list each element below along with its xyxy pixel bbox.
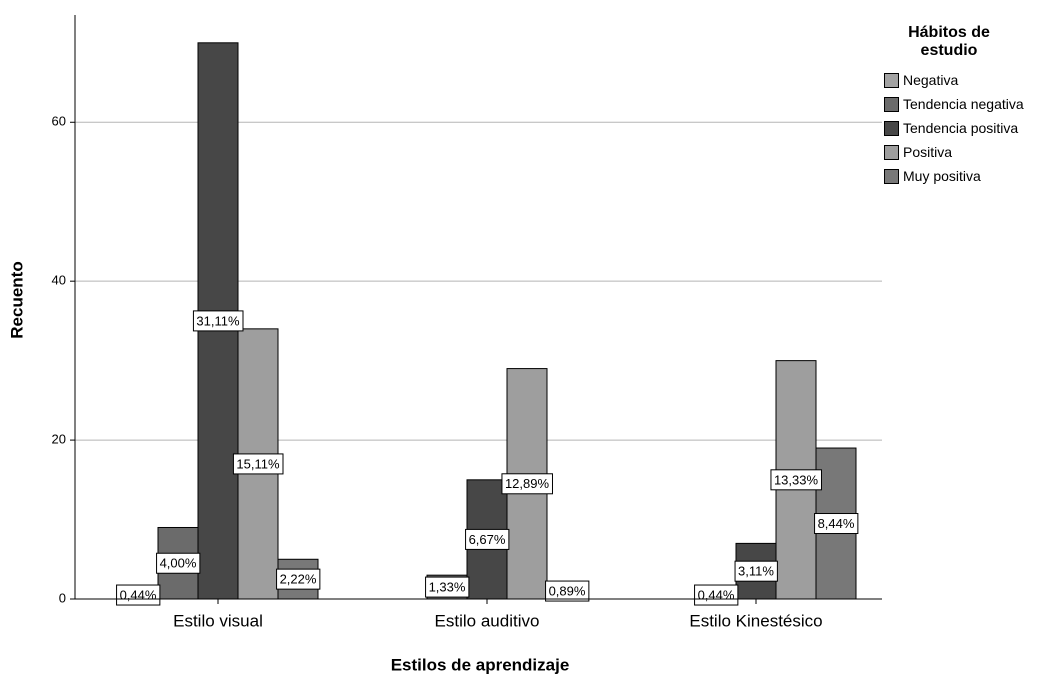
data-label: 0,44% [116, 584, 161, 606]
data-label: 12,89% [501, 473, 553, 495]
data-label-text: 3,11% [738, 564, 774, 579]
legend-item: Negativa [884, 68, 1060, 92]
data-label-box [770, 469, 822, 491]
x-tick-label: Estilo visual [173, 611, 263, 630]
data-label: 4,00% [156, 552, 201, 574]
y-tick-label: 60 [52, 114, 66, 129]
legend-label: Tendencia negativa [903, 96, 1024, 112]
data-label-box [156, 552, 201, 574]
data-label-box [425, 576, 470, 598]
x-tick-label: Estilo Kinestésico [689, 611, 822, 630]
data-label: 15,11% [232, 453, 284, 475]
legend-label: Muy positiva [903, 168, 981, 184]
legend-item: Muy positiva [884, 164, 1060, 188]
data-label-box [276, 568, 321, 590]
legend-swatch [884, 72, 899, 88]
data-label-text: 0,89% [549, 583, 586, 598]
legend-swatch [884, 96, 899, 112]
x-axis-label: Estilos de aprendizaje [391, 655, 570, 674]
data-label: 1,33% [425, 576, 470, 598]
data-label: 2,22% [276, 568, 321, 590]
data-label: 0,44% [694, 584, 739, 606]
data-label-box [694, 584, 739, 606]
legend-item: Tendencia negativa [884, 92, 1060, 116]
data-label-box [116, 584, 161, 606]
data-label-box [465, 528, 510, 550]
data-label-text: 2,22% [280, 572, 317, 587]
data-label-box [232, 453, 284, 475]
legend-label: Positiva [903, 144, 953, 160]
data-label: 8,44% [814, 513, 859, 535]
data-label-text: 0,44% [120, 587, 157, 602]
legend: Hábitos de estudio Negativa Tendencia neg… [884, 24, 1060, 188]
data-label-text: 8,44% [818, 516, 855, 531]
y-tick-label: 0 [59, 590, 66, 605]
data-label-text: 4,00% [160, 556, 197, 571]
data-label-text: 15,11% [236, 456, 280, 471]
x-tick-label: Estilo auditivo [435, 611, 540, 630]
legend-item: Tendencia positiva [884, 116, 1060, 140]
data-label-text: 31,11% [196, 313, 240, 328]
data-label: 6,67% [465, 528, 510, 550]
legend-swatch [884, 168, 899, 184]
legend-swatch [884, 144, 899, 160]
legend-item: Positiva [884, 140, 1060, 164]
y-tick-label: 20 [52, 432, 66, 447]
legend-label: Negativa [903, 72, 959, 88]
data-label-text: 0,44% [698, 587, 735, 602]
legend-title: Hábitos de estudio [908, 24, 990, 59]
data-label-text: 6,67% [469, 532, 506, 547]
data-label: 3,11% [734, 560, 778, 582]
data-label-box [734, 560, 778, 582]
data-label-box [192, 310, 244, 332]
data-label: 0,89% [545, 580, 590, 602]
data-label-box [501, 473, 553, 495]
data-label-box [545, 580, 590, 602]
data-label-box [814, 513, 859, 535]
data-label-text: 1,33% [429, 580, 466, 595]
data-label-text: 13,33% [774, 472, 819, 487]
legend-swatch [884, 120, 899, 136]
y-axis-label: Recuento [7, 261, 26, 338]
data-label: 31,11% [192, 310, 244, 332]
data-label: 13,33% [770, 469, 822, 491]
y-tick-label: 40 [52, 273, 66, 288]
legend-label: Tendencia positiva [903, 120, 1019, 136]
data-label-text: 12,89% [505, 476, 550, 491]
